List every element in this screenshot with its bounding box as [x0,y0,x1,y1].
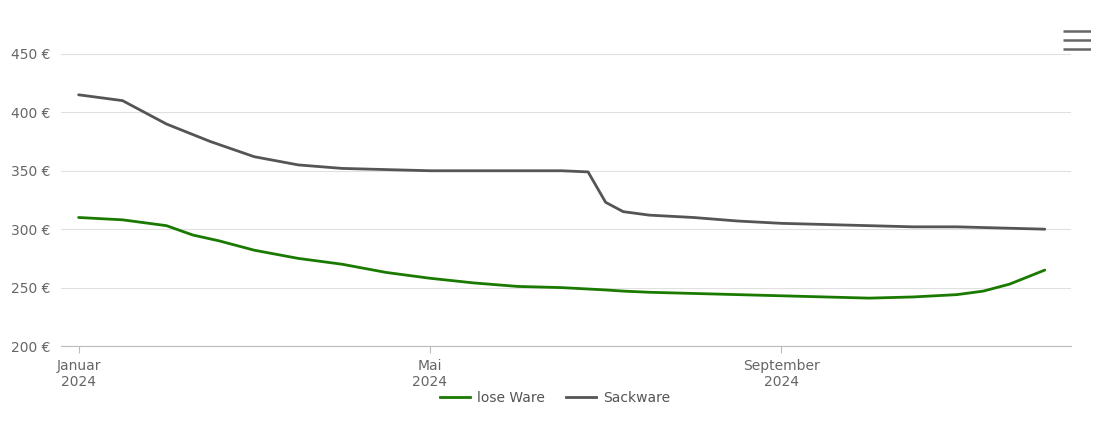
Legend: lose Ware, Sackware: lose Ware, Sackware [434,386,676,411]
